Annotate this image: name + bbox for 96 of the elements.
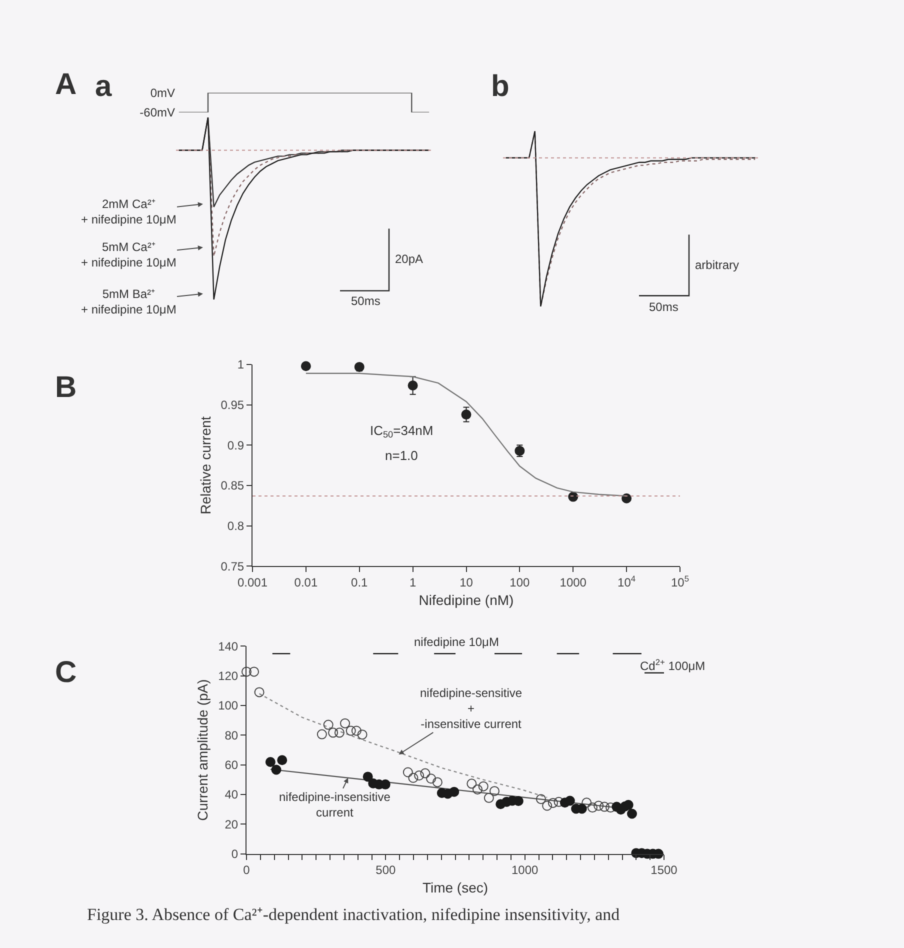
annotation: 50ms xyxy=(351,294,380,308)
point xyxy=(623,800,634,810)
point xyxy=(478,781,488,792)
point xyxy=(594,800,604,811)
y-tick-label: 0.75 xyxy=(220,559,244,574)
annotation: nifedipine-sensitive + -insensitive current xyxy=(420,686,522,732)
caption: Figure 3. Absence of Ca²⁺-dependent inactivation, nifedipine insensitivity, and xyxy=(87,905,620,924)
point xyxy=(599,802,610,812)
y-axis-title: Current amplitude (pA) xyxy=(194,679,211,821)
point xyxy=(548,798,558,808)
annotation: n=1.0 xyxy=(385,448,418,463)
text: a xyxy=(95,70,112,103)
point xyxy=(466,778,477,789)
x-tick-label: 0.1 xyxy=(351,576,368,590)
x-tick-label: 500 xyxy=(376,863,396,878)
x-tick-label: 10$^{4}$ xyxy=(618,573,636,590)
point xyxy=(626,808,637,819)
y-tick-label: 140 xyxy=(218,639,238,654)
point xyxy=(402,767,413,778)
x-tick-label: 0.001 xyxy=(237,576,268,590)
point xyxy=(472,784,483,794)
point xyxy=(568,492,578,502)
point xyxy=(536,794,546,804)
point xyxy=(340,718,350,728)
annotation: 20pA xyxy=(395,252,424,266)
point xyxy=(420,768,430,778)
annotation: 5mM Ca²⁺ + nifedipine 10μM xyxy=(81,240,176,270)
point xyxy=(554,796,564,807)
point xyxy=(408,772,418,783)
point xyxy=(587,802,598,813)
point xyxy=(242,666,252,677)
annotation: Cd$^{2+}$ 100μM xyxy=(640,657,706,674)
x-tick-label: 1000 xyxy=(560,576,587,590)
y-tick-label: 0.8 xyxy=(227,519,244,533)
y-tick-label: 0 xyxy=(231,847,238,862)
annotation: 5mM Ba²⁺ + nifedipine 10μM xyxy=(81,287,176,317)
y-tick-label: 0.85 xyxy=(220,478,244,493)
point xyxy=(362,772,373,782)
y-tick-label: -60mV xyxy=(140,106,175,120)
y-axis-title: Relative current xyxy=(197,416,214,514)
point xyxy=(249,666,260,677)
x-axis-title: Nifedipine (nM) xyxy=(418,592,514,608)
x-tick-label: 0.01 xyxy=(294,576,318,590)
text: C xyxy=(55,656,77,689)
point xyxy=(449,786,460,797)
annotation: arbitrary xyxy=(695,258,740,272)
x-tick-label: 1500 xyxy=(650,863,678,878)
point xyxy=(277,755,288,766)
annotation: 50ms xyxy=(649,300,678,314)
annotation: IC$_{50}$=34nM xyxy=(370,423,434,440)
point xyxy=(357,730,368,740)
y-tick-label: 80 xyxy=(224,728,238,742)
annotation: nifedipine-insensitive current xyxy=(279,790,391,820)
point xyxy=(265,757,276,768)
point xyxy=(354,362,364,372)
point xyxy=(323,720,334,730)
point xyxy=(432,777,442,788)
point xyxy=(328,728,338,738)
x-tick-label: 1 xyxy=(409,576,416,590)
x-tick-label: 1000 xyxy=(511,863,538,878)
y-tick-label: 1 xyxy=(237,358,244,372)
point xyxy=(414,770,424,781)
text: A xyxy=(55,68,77,101)
text: b xyxy=(491,70,510,103)
y-tick-label: 0.95 xyxy=(220,398,244,412)
point xyxy=(490,786,500,796)
y-tick-label: 20 xyxy=(224,817,238,832)
y-tick-label: 100 xyxy=(218,698,238,713)
y-tick-label: 0.9 xyxy=(227,438,244,452)
point xyxy=(408,380,418,390)
point xyxy=(582,798,592,808)
point xyxy=(316,729,327,740)
point xyxy=(426,774,436,784)
x-axis-title: Time (sec) xyxy=(422,880,488,896)
point xyxy=(461,410,472,420)
y-tick-label: 60 xyxy=(224,758,238,772)
annotation: nifedipine 10μM xyxy=(414,635,499,649)
x-tick-label: 10 xyxy=(460,576,474,590)
point xyxy=(564,796,575,806)
point xyxy=(606,802,616,813)
point xyxy=(622,493,632,504)
point xyxy=(484,792,494,803)
text: B xyxy=(55,371,77,404)
x-tick-label: 10$^{5}$ xyxy=(670,573,690,590)
y-tick-label: 40 xyxy=(224,788,238,802)
point xyxy=(542,800,552,811)
point xyxy=(254,687,264,698)
y-tick-label: 120 xyxy=(218,669,238,684)
annotation: 2mM Ca²⁺ + nifedipine 10μM xyxy=(81,197,176,227)
point xyxy=(351,726,362,736)
x-tick-label: 100 xyxy=(510,576,530,590)
point xyxy=(271,764,282,775)
point xyxy=(334,728,344,738)
point xyxy=(300,361,311,372)
y-tick-label: 0mV xyxy=(150,86,175,100)
point xyxy=(346,726,356,736)
